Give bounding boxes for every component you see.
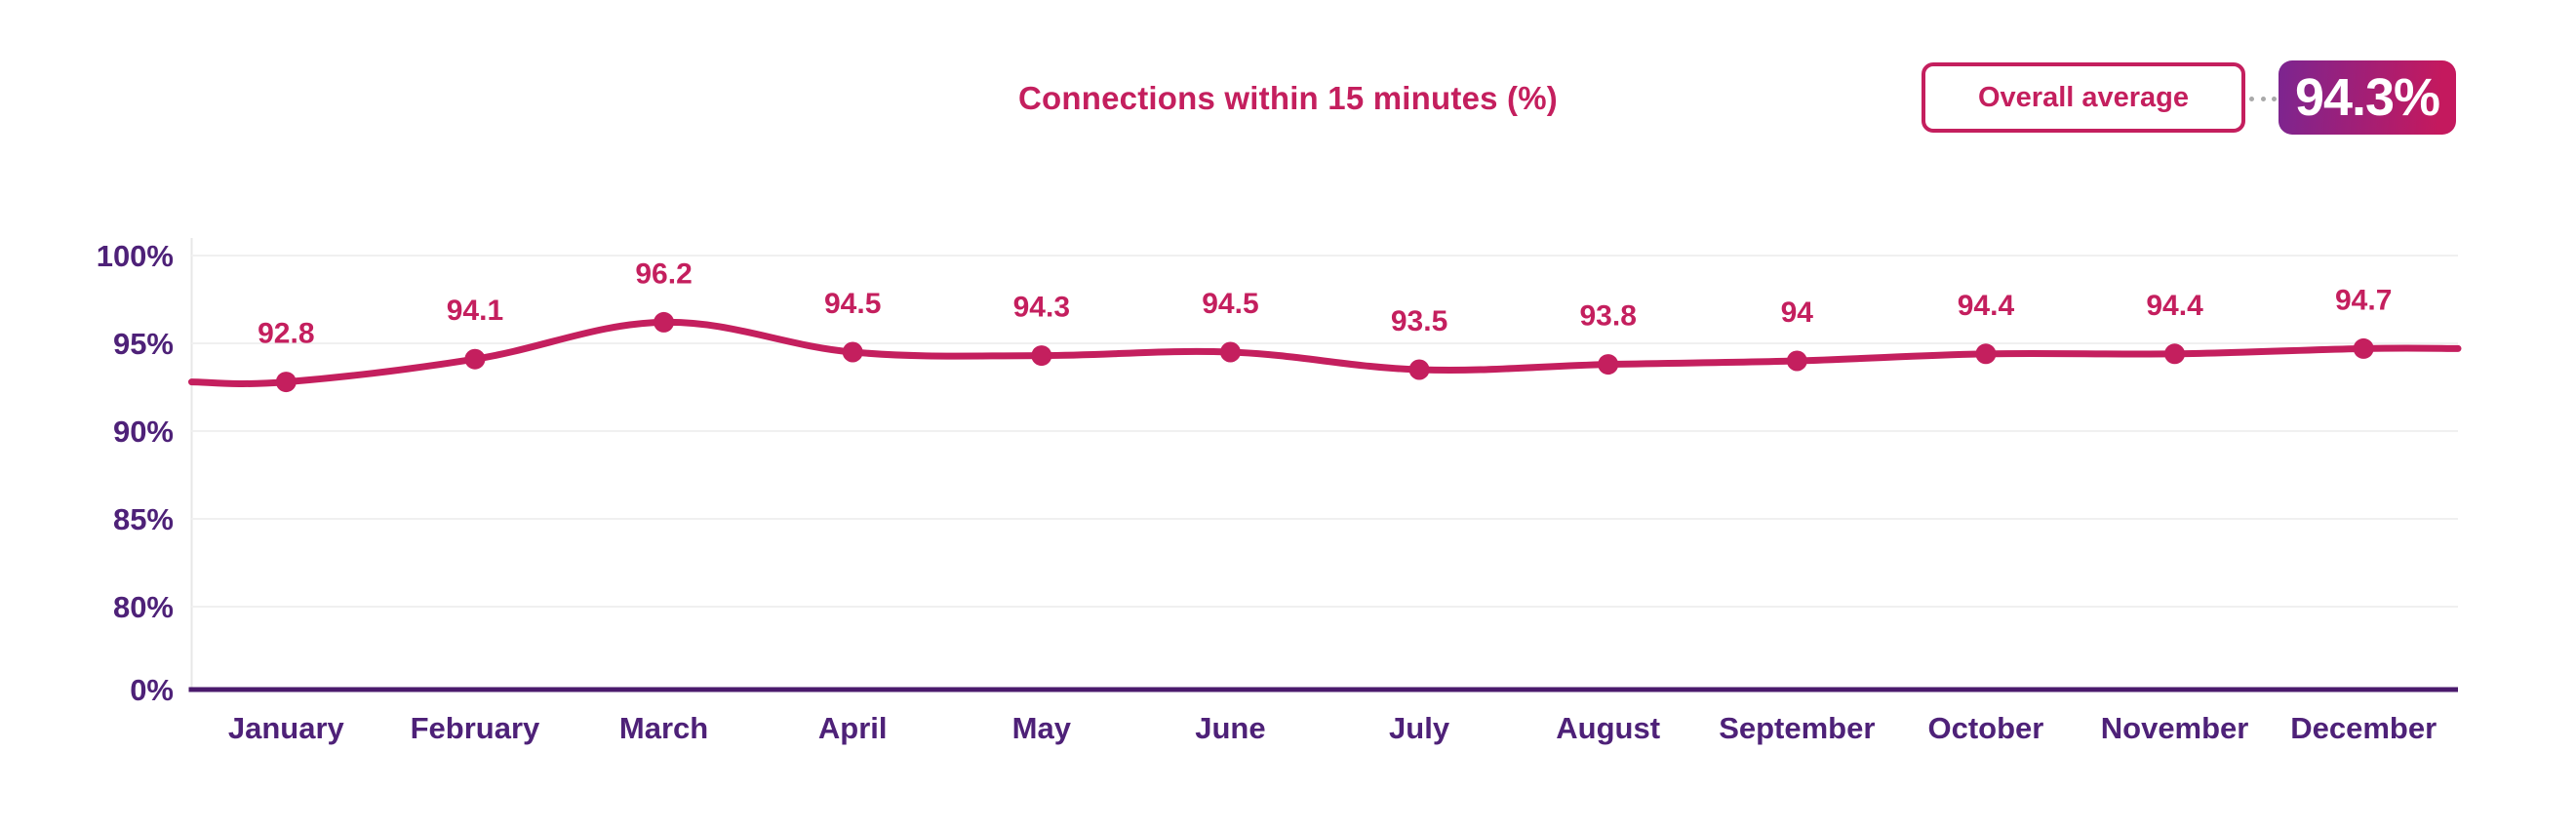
x-tick-label: October xyxy=(1928,711,2044,745)
y-tick-label: 85% xyxy=(113,502,174,536)
data-point-label: 94.1 xyxy=(447,295,503,327)
x-tick-label: December xyxy=(2290,711,2437,745)
data-point[interactable] xyxy=(275,372,297,393)
series-line xyxy=(188,318,2462,387)
overall-average-value-badge: 94.3% xyxy=(2279,60,2456,135)
x-tick-label: August xyxy=(1556,711,1660,745)
y-tick-label: 90% xyxy=(113,415,174,449)
data-point-label: 94.5 xyxy=(1202,288,1258,320)
data-point-label: 94.7 xyxy=(2335,284,2392,316)
data-point-label: 93.8 xyxy=(1579,300,1636,333)
overall-average-label: Overall average xyxy=(1977,81,2190,113)
x-tick-label: July xyxy=(1389,711,1450,745)
y-tick-label: 100% xyxy=(97,239,174,273)
data-point-label: 92.8 xyxy=(258,318,314,350)
y-tick-label: 80% xyxy=(113,590,174,624)
x-tick-label: September xyxy=(1719,711,1875,745)
data-point-label: 94 xyxy=(1781,296,1814,329)
data-point[interactable] xyxy=(1031,345,1052,367)
data-point-label: 94.5 xyxy=(824,288,881,320)
x-tick-label: January xyxy=(228,711,345,745)
x-tick-label: November xyxy=(2101,711,2249,745)
dotted-connector xyxy=(2249,96,2277,101)
data-point-label: 94.3 xyxy=(1013,292,1070,324)
data-point-label: 96.2 xyxy=(635,257,692,290)
data-point[interactable] xyxy=(654,311,675,333)
connector-dot xyxy=(2272,96,2277,101)
data-point[interactable] xyxy=(464,348,486,370)
y-tick-label: 95% xyxy=(113,327,174,361)
data-point-label: 94.4 xyxy=(2146,290,2203,322)
x-tick-label: June xyxy=(1195,711,1265,745)
x-tick-label: April xyxy=(818,711,888,745)
x-tick-label: February xyxy=(411,711,540,745)
chart-title: Connections within 15 minutes (%) xyxy=(1018,80,1558,116)
connector-dot xyxy=(2260,96,2266,101)
data-point[interactable] xyxy=(2353,337,2374,359)
data-point[interactable] xyxy=(1786,350,1807,372)
connector-dot xyxy=(2249,96,2254,101)
y-tick-label: 0% xyxy=(130,673,174,707)
x-tick-label: March xyxy=(619,711,708,745)
data-point[interactable] xyxy=(2164,343,2186,365)
data-point[interactable] xyxy=(1408,359,1430,380)
x-tick-label: May xyxy=(1012,711,1072,745)
data-point-label: 93.5 xyxy=(1391,305,1447,337)
data-point[interactable] xyxy=(1598,354,1619,375)
data-point[interactable] xyxy=(1219,341,1241,363)
data-point-label: 94.4 xyxy=(1958,290,2015,322)
data-point[interactable] xyxy=(1975,343,1997,365)
overall-average-value: 94.3% xyxy=(2294,68,2440,127)
data-point[interactable] xyxy=(842,341,863,363)
overall-average-label-box: Overall average xyxy=(1922,62,2245,133)
